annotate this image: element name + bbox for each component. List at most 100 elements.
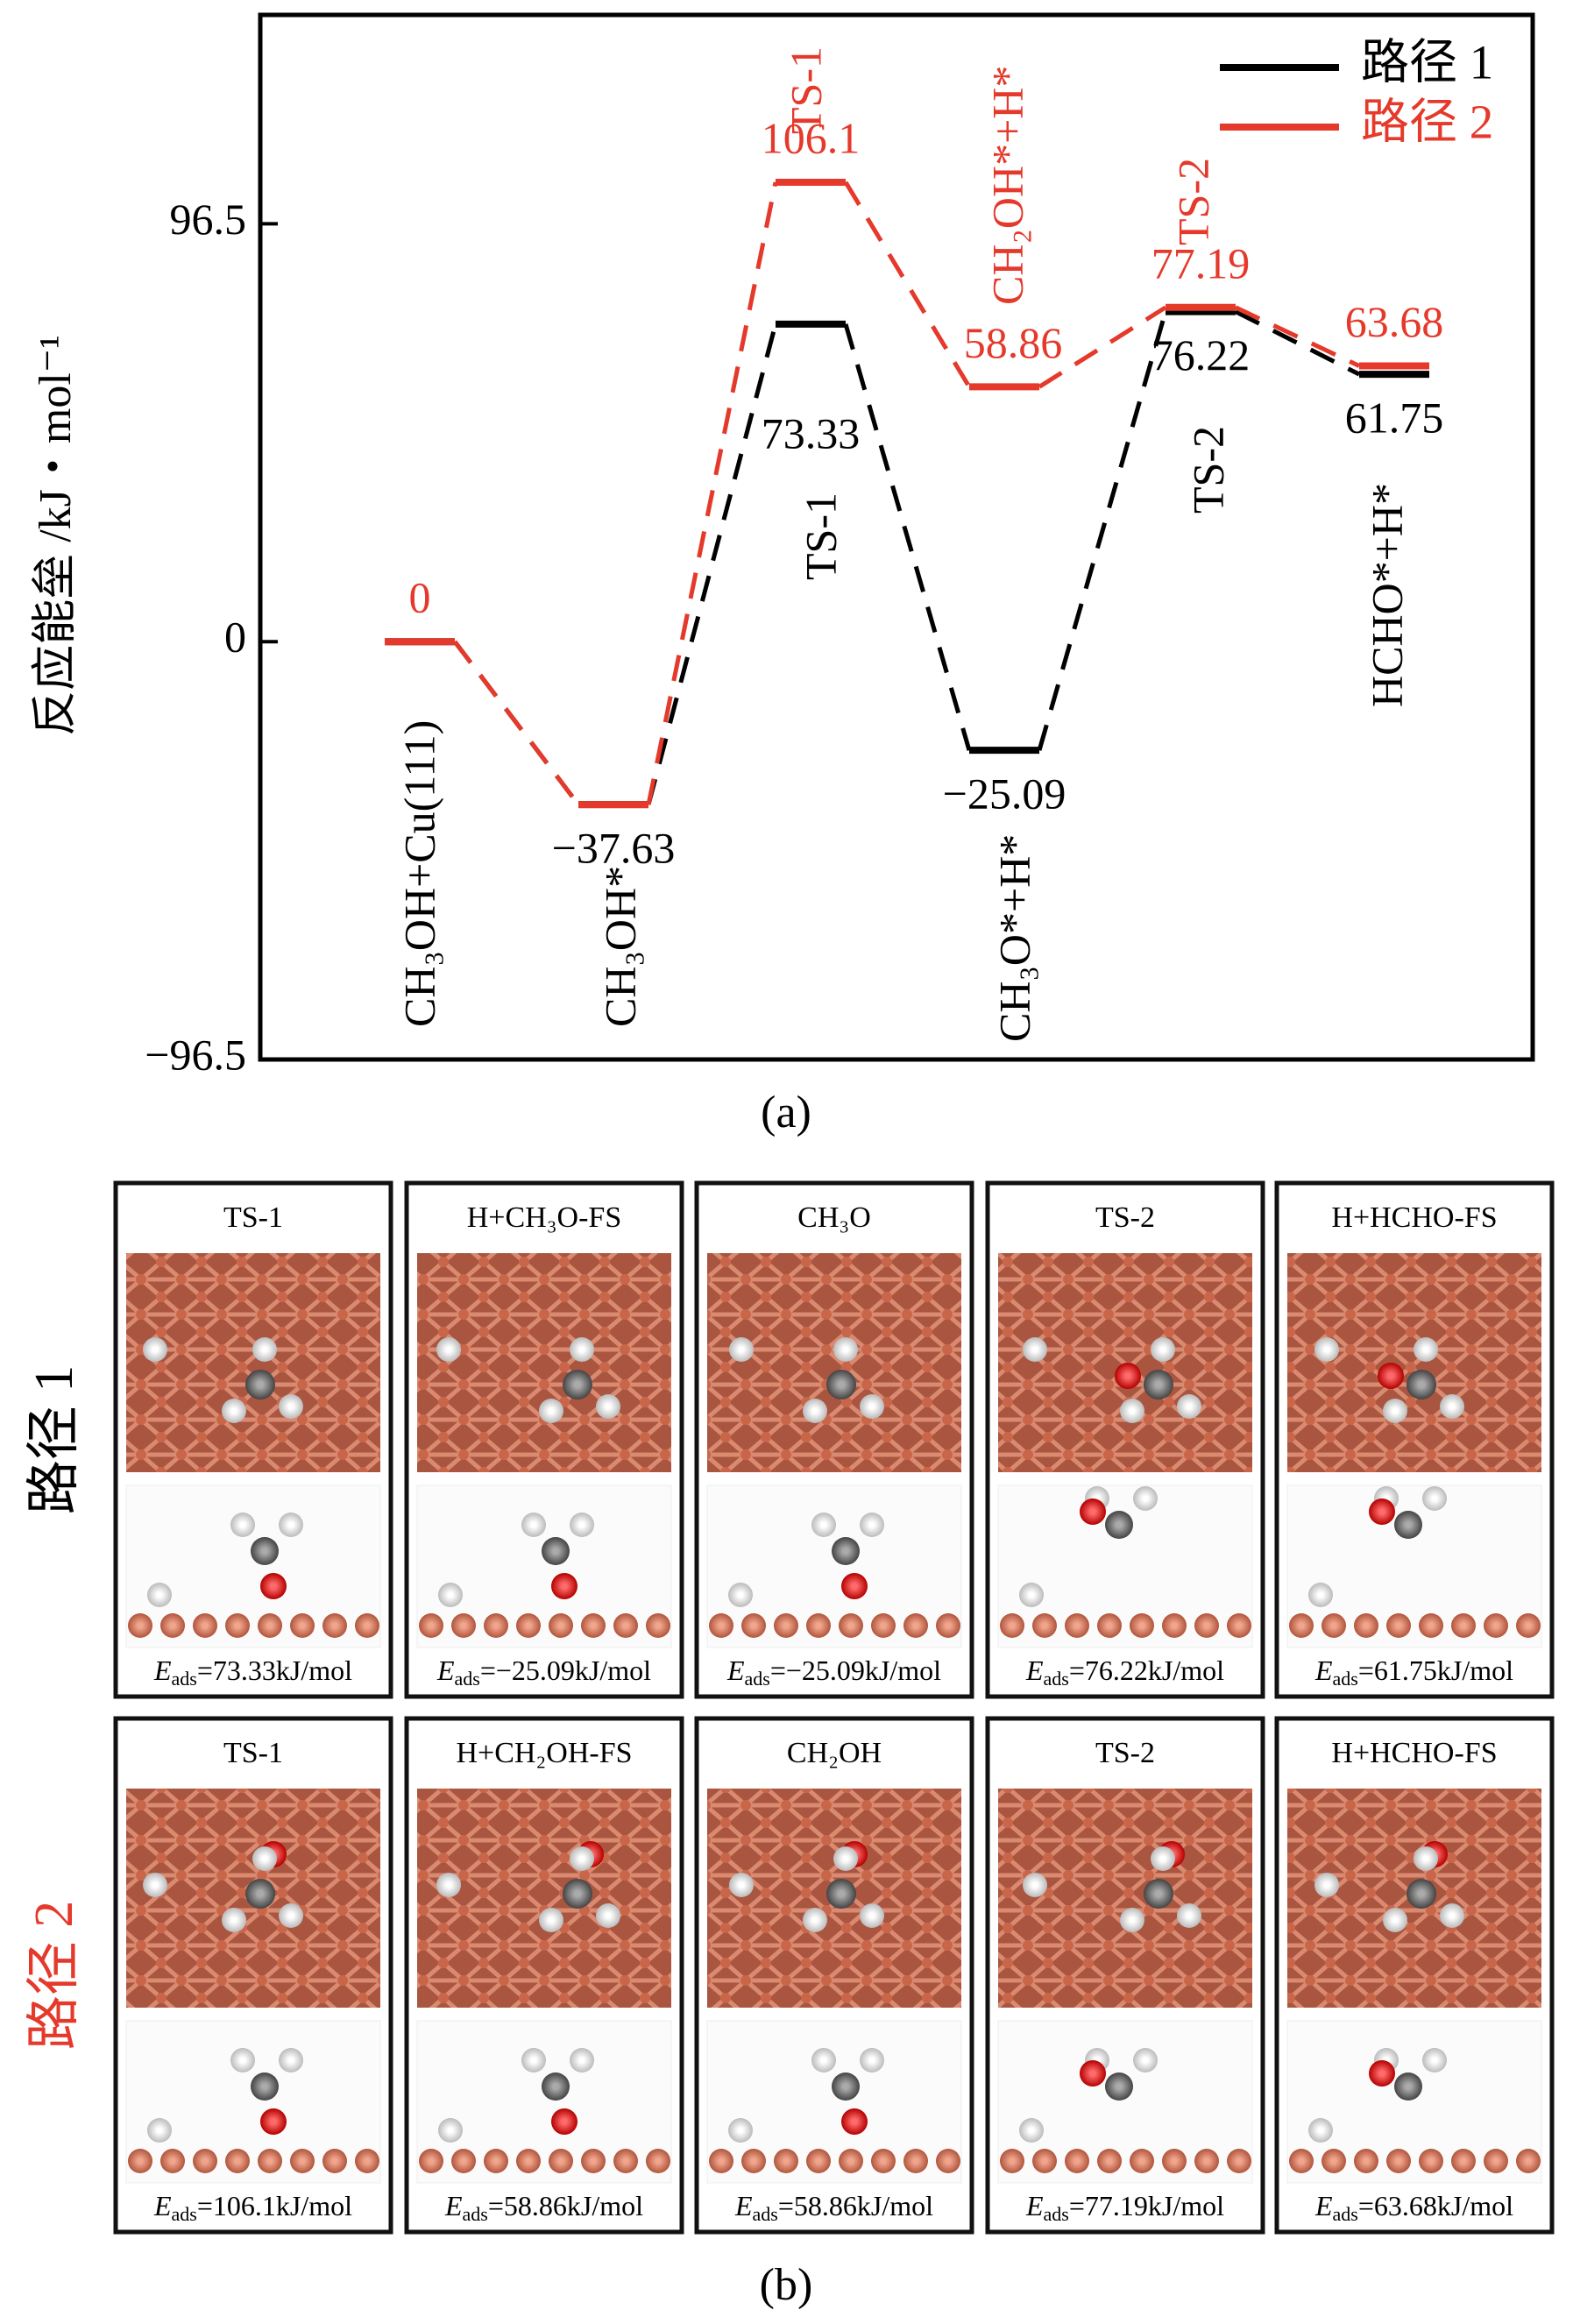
atom bbox=[438, 2118, 463, 2143]
atom bbox=[1065, 1613, 1089, 1638]
panel-title: CH₂OH bbox=[787, 1737, 882, 1769]
atom bbox=[251, 1537, 279, 1565]
energy-symbol: E bbox=[444, 2190, 463, 2221]
value-label: 63.68 bbox=[1345, 297, 1444, 346]
energy-subscript: ads bbox=[1333, 2203, 1358, 2225]
atom bbox=[290, 2149, 315, 2173]
value-label: 77.19 bbox=[1151, 238, 1251, 287]
state-label: CH₃OH* bbox=[595, 866, 644, 1027]
atom bbox=[1151, 1846, 1175, 1871]
structure-panel: CH₃O Eads=−25.09kJ/mol bbox=[694, 1180, 974, 1699]
energy-subscript: ads bbox=[172, 1668, 197, 1690]
row-label: 路径 1 bbox=[25, 1365, 84, 1515]
atom bbox=[570, 2048, 594, 2072]
atom bbox=[839, 1613, 863, 1638]
atom bbox=[936, 2149, 960, 2173]
panel-title: TS-2 bbox=[1095, 1737, 1155, 1769]
energy-symbol: E bbox=[734, 2190, 753, 2221]
connector bbox=[646, 181, 778, 805]
energy-label: Eads=61.75kJ/mol bbox=[1314, 1654, 1513, 1690]
atom bbox=[1105, 2072, 1133, 2101]
energy-value: =106.1kJ/mol bbox=[197, 2190, 352, 2221]
energy-subscript: ads bbox=[1333, 1668, 1358, 1690]
value-label: 61.75 bbox=[1345, 393, 1444, 443]
atom bbox=[230, 1513, 255, 1537]
atom bbox=[542, 2072, 570, 2101]
atom bbox=[1120, 1399, 1144, 1423]
atom bbox=[279, 1513, 303, 1537]
atom bbox=[741, 2149, 766, 2173]
atom bbox=[252, 1337, 277, 1362]
top-view bbox=[998, 1789, 1252, 2008]
atom bbox=[1383, 1908, 1407, 1932]
atom bbox=[258, 1613, 282, 1638]
energy-subscript: ads bbox=[455, 1668, 480, 1690]
atom bbox=[1308, 1583, 1333, 1607]
atom bbox=[646, 2149, 670, 2173]
energy-label: Eads=77.19kJ/mol bbox=[1025, 2190, 1224, 2225]
atom bbox=[596, 1394, 620, 1419]
value-label: 0 bbox=[409, 573, 431, 622]
y-axis-label: 反应能垒 /kJ・mol⁻¹ bbox=[31, 335, 81, 736]
atom bbox=[1484, 2149, 1508, 2173]
atom bbox=[1308, 2118, 1333, 2143]
structure-panel: H+CH₂OH-FS Eads=58.86kJ/mol bbox=[404, 1716, 684, 2235]
top-view bbox=[417, 1789, 671, 2008]
energy-label: Eads=76.22kJ/mol bbox=[1025, 1654, 1224, 1690]
atom bbox=[1065, 2149, 1089, 2173]
atom bbox=[1000, 2149, 1024, 2173]
atom bbox=[1414, 1337, 1438, 1362]
atom bbox=[1314, 1873, 1339, 1897]
energy-value: =58.86kJ/mol bbox=[778, 2190, 933, 2221]
atom bbox=[613, 1613, 638, 1638]
atom bbox=[251, 2072, 279, 2101]
energy-subscript: ads bbox=[753, 2203, 778, 2225]
top-view bbox=[417, 1253, 671, 1472]
connector bbox=[843, 323, 972, 751]
atom bbox=[1080, 1499, 1106, 1525]
atom bbox=[903, 1613, 928, 1638]
atom bbox=[260, 2108, 287, 2135]
atom bbox=[860, 2048, 884, 2072]
atom bbox=[160, 1613, 185, 1638]
energy-symbol: E bbox=[153, 1654, 172, 1686]
atom bbox=[581, 2149, 606, 2173]
atom bbox=[230, 2048, 255, 2072]
atom bbox=[1289, 1613, 1314, 1638]
value-label: −25.09 bbox=[943, 769, 1066, 818]
atom bbox=[570, 1337, 594, 1362]
atom bbox=[1369, 2060, 1395, 2087]
atom bbox=[728, 1583, 753, 1607]
atom bbox=[860, 1394, 884, 1419]
connector bbox=[1234, 305, 1361, 368]
atom bbox=[774, 1613, 798, 1638]
energy-symbol: E bbox=[1314, 1654, 1333, 1686]
energy-value: =61.75kJ/mol bbox=[1358, 1654, 1513, 1686]
panel-title: CH₃O bbox=[797, 1201, 871, 1234]
atom bbox=[193, 1613, 217, 1638]
atom bbox=[355, 1613, 379, 1638]
atom bbox=[222, 1908, 246, 1932]
atom bbox=[1484, 1613, 1508, 1638]
y-tick-label: −96.5 bbox=[145, 1030, 246, 1079]
atom bbox=[826, 1370, 856, 1399]
atom bbox=[1133, 1486, 1158, 1511]
structure-panel: CH₂OH Eads=58.86kJ/mol bbox=[694, 1716, 974, 2235]
energy-value: =58.86kJ/mol bbox=[488, 2190, 643, 2221]
atom bbox=[811, 2048, 836, 2072]
atom bbox=[1000, 1613, 1024, 1638]
atom bbox=[1227, 1613, 1251, 1638]
atom bbox=[1386, 1613, 1411, 1638]
energy-subscript: ads bbox=[1044, 1668, 1069, 1690]
atom bbox=[826, 1879, 856, 1909]
atom bbox=[833, 1846, 858, 1871]
energy-value: =−25.09kJ/mol bbox=[770, 1654, 941, 1686]
atom bbox=[245, 1879, 275, 1909]
atom bbox=[484, 1613, 508, 1638]
atom bbox=[1516, 2149, 1541, 2173]
atom bbox=[646, 1613, 670, 1638]
atom bbox=[551, 2108, 577, 2135]
atom bbox=[484, 2149, 508, 2173]
caption: (b) bbox=[760, 2260, 813, 2310]
atom bbox=[1321, 1613, 1346, 1638]
